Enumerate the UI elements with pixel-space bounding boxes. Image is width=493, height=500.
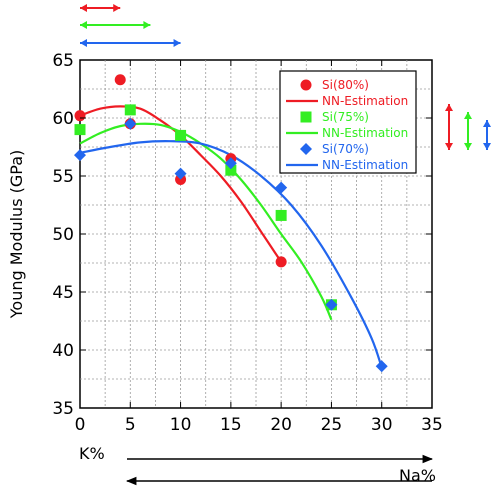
y-tick-label: 35 (52, 399, 74, 419)
side-range-arrow (445, 104, 453, 150)
x-axis-title-na: Na% (399, 466, 436, 485)
fit-line-si-70 (79, 140, 383, 368)
top-range-arrows (80, 4, 181, 47)
y-tick-label: 45 (52, 283, 74, 303)
data-point-si-80 (114, 74, 126, 86)
y-tick-label: 60 (52, 109, 74, 129)
data-markers (74, 74, 388, 373)
y-axis-title: Young Modulus (GPa) (7, 150, 26, 319)
data-point-si-70 (174, 167, 187, 180)
legend-marker-si-70 (300, 143, 312, 155)
legend-fit-label-si-70: NN-Estimation (322, 158, 408, 172)
x-tick-label: 25 (321, 415, 343, 435)
data-point-si-75 (225, 164, 237, 176)
legend-fit-label-si-80: NN-Estimation (322, 94, 408, 108)
y-tick-label: 50 (52, 225, 74, 245)
top-range-arrow (80, 39, 181, 47)
x-tick-label: 20 (270, 415, 292, 435)
x-tick-label: 30 (371, 415, 393, 435)
fit-curves (79, 105, 383, 368)
legend-marker-si-75 (300, 111, 312, 123)
x-axis-title-k: K% (79, 444, 105, 463)
x-tick-label: 0 (75, 415, 86, 435)
fit-line-si-75 (79, 122, 333, 321)
x-tick-label: 5 (125, 415, 136, 435)
side-range-arrows (445, 104, 491, 150)
side-range-arrow (464, 112, 472, 150)
legend-marker-si-80 (300, 79, 312, 91)
data-point-si-70 (74, 149, 86, 162)
data-point-si-75 (175, 129, 187, 141)
data-point-si-70 (275, 181, 288, 194)
fit-line-si-80 (79, 105, 283, 263)
legend: Si(80%) NN-Estimation Si(75%) NN-Estimation… (279, 70, 417, 174)
data-point-si-80 (275, 256, 287, 268)
data-point-si-70 (375, 360, 388, 373)
y-tick-label: 40 (52, 341, 74, 361)
y-tick-label: 55 (52, 167, 74, 187)
data-point-si-75 (74, 124, 86, 136)
top-range-arrow (80, 21, 151, 29)
x-tick-label: 15 (220, 415, 242, 435)
x-tick-label: 35 (421, 415, 443, 435)
legend-fit-label-si-75: NN-Estimation (322, 126, 408, 140)
data-point-si-75 (275, 209, 287, 221)
side-range-arrow (483, 120, 491, 150)
y-tick-label: 65 (52, 51, 74, 71)
data-point-si-70 (325, 298, 338, 311)
legend-label-si-80: Si(80%) (322, 78, 369, 92)
legend-label-si-70: Si(70%) (322, 142, 369, 156)
legend-label-si-75: Si(75%) (322, 110, 369, 124)
axis-ticks: 0 5 10 15 20 25 30 35 35 40 45 50 55 60 65 (52, 51, 442, 435)
data-point-si-70 (124, 117, 137, 130)
data-point-si-70 (224, 157, 237, 170)
data-point-si-75 (124, 104, 136, 116)
x-tick-label: 10 (170, 415, 192, 435)
data-point-si-80 (74, 110, 86, 122)
top-range-arrow (80, 4, 121, 12)
